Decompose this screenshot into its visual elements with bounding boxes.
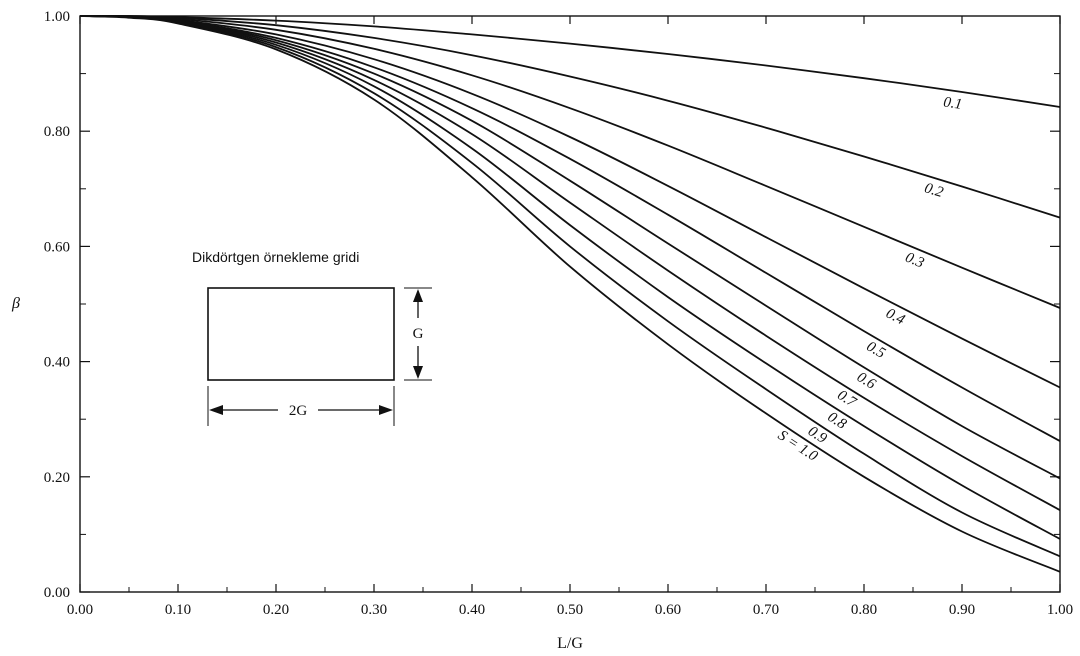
inset-height-arrowhead-up (413, 289, 423, 302)
x-tick-label: 0.70 (753, 602, 779, 618)
y-tick-label: 0.20 (44, 470, 70, 486)
y-tick-label: 0.40 (44, 355, 70, 371)
curve-label-0-6: 0.6 (854, 369, 879, 393)
x-tick-label: 0.90 (949, 602, 975, 618)
x-tick-label: 0.50 (557, 602, 583, 618)
curve-label-0-3: 0.3 (903, 250, 926, 272)
x-axis-label: L/G (557, 635, 583, 652)
x-tick-label: 1.00 (1047, 602, 1073, 618)
inset-width-label: 2G (289, 403, 308, 419)
inset-width-arrowhead-right (379, 405, 393, 415)
y-tick-label: 0.00 (44, 585, 70, 601)
y-tick-label: 1.00 (44, 9, 70, 25)
inset-title: Dikdörtgen örnekleme gridi (192, 249, 359, 265)
curve-label-0-8: 0.8 (825, 409, 850, 433)
y-tick-label: 0.80 (44, 124, 70, 140)
inset-grid-rectangle (207, 287, 395, 381)
x-tick-label: 0.40 (459, 602, 485, 618)
curve-label-0-4: 0.4 (883, 306, 907, 329)
inset-height-arrowhead-down (413, 366, 423, 379)
series-line-0-8 (79, 15, 1061, 540)
curve-label-0-7: 0.7 (834, 387, 860, 411)
inset-width-arrowhead-left (209, 405, 223, 415)
x-tick-label: 0.80 (851, 602, 877, 618)
x-tick-label: 0.00 (67, 602, 93, 618)
y-axis-label: β (11, 295, 20, 312)
inset-diagram: Dikdörtgen örnekleme gridi G 2G (192, 249, 432, 426)
series-line-0-5 (79, 15, 1061, 442)
curve-label-0-2: 0.2 (922, 180, 945, 201)
series-line-0-4 (79, 15, 1061, 389)
y-tick-label: 0.60 (44, 239, 70, 255)
x-tick-label: 0.60 (655, 602, 681, 618)
x-tick-label: 0.30 (361, 602, 387, 618)
inset-height-label: G (413, 326, 424, 342)
series-line-0-9 (79, 15, 1061, 558)
series-line-0-3 (79, 15, 1061, 309)
series-line-0-2 (79, 14, 1061, 219)
series-line-1-0 (79, 15, 1061, 573)
x-tick-label: 0.20 (263, 602, 289, 618)
series-group (79, 14, 1061, 573)
plot-axes: 0.00 0.10 0.20 0.30 0.40 0.50 0.60 0.70 0.80 0.90… (11, 9, 1073, 652)
x-tick-label: 0.10 (165, 602, 191, 618)
curve-label-0-1: 0.1 (942, 94, 963, 113)
